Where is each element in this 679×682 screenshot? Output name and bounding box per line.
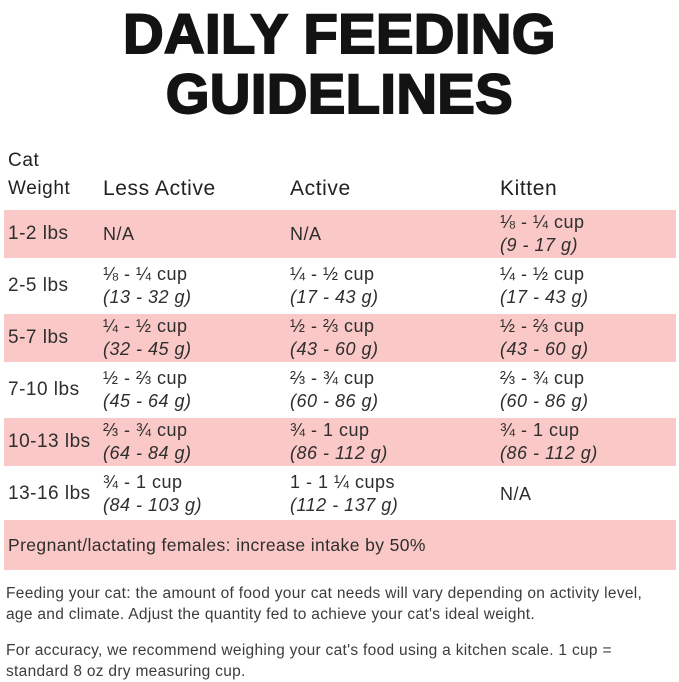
table-row-10-13-lbs: 10-13 lbs ⅔ - ¾ cup (64 - 84 g) ¾ - 1 cu… xyxy=(4,416,676,468)
kitten-cell: N/A xyxy=(500,483,532,504)
less-active-cell: ⅔ - ¾ cup (64 - 84 g) xyxy=(103,420,192,463)
weight-label: 13-16 lbs xyxy=(8,483,91,504)
table-row-13-16-lbs: 13-16 lbs ¾ - 1 cup (84 - 103 g) 1 - 1 ¼… xyxy=(4,468,676,520)
weight-label: 5-7 lbs xyxy=(8,327,69,348)
accuracy-note: For accuracy, we recommend weighing your… xyxy=(6,642,612,680)
active-cell: 1 - 1 ¼ cups (112 - 137 g) xyxy=(290,472,399,515)
pregnant-lactating-note: Pregnant/lactating females: increase int… xyxy=(4,520,676,570)
column-header-kitten: Kitten xyxy=(500,177,558,200)
page-title-line1: DAILY FEEDING xyxy=(122,2,556,65)
less-active-cell: ½ - ⅔ cup (45 - 64 g) xyxy=(103,368,192,411)
table-row-2-5-lbs: 2-5 lbs ⅛ - ¼ cup (13 - 32 g) ¼ - ½ cup … xyxy=(4,260,676,312)
active-cell: ¼ - ½ cup (17 - 43 g) xyxy=(290,264,379,307)
weight-label: 10-13 lbs xyxy=(8,431,91,452)
kitten-cell: ¾ - 1 cup (86 - 112 g) xyxy=(500,420,598,463)
table-row-1-2-lbs: 1-2 lbs N/A N/A ⅛ - ¼ cup (9 - 17 g) xyxy=(4,208,676,260)
table-header-row: Cat Weight Less Active Active Kitten xyxy=(4,146,676,208)
table-row-7-10-lbs: 7-10 lbs ½ - ⅔ cup (45 - 64 g) ⅔ - ¾ cup… xyxy=(4,364,676,416)
feeding-guidelines-table: Cat Weight Less Active Active Kitten 1-2… xyxy=(4,146,676,520)
footer-notes: Feeding your cat: the amount of food you… xyxy=(0,583,679,682)
active-cell: ⅔ - ¾ cup (60 - 86 g) xyxy=(290,368,379,411)
kitten-cell: ¼ - ½ cup (17 - 43 g) xyxy=(500,264,589,307)
less-active-cell: ¼ - ½ cup (32 - 45 g) xyxy=(103,316,192,359)
feeding-advice-note: Feeding your cat: the amount of food you… xyxy=(6,585,643,623)
page-title-line2: GUIDELINES xyxy=(165,62,514,125)
column-header-cat-weight: Cat Weight xyxy=(8,150,71,199)
kitten-cell: ⅔ - ¾ cup (60 - 86 g) xyxy=(500,368,589,411)
active-cell: ¾ - 1 cup (86 - 112 g) xyxy=(290,420,388,463)
active-cell: N/A xyxy=(290,223,322,244)
column-header-active: Active xyxy=(290,177,351,200)
kitten-cell: ⅛ - ¼ cup (9 - 17 g) xyxy=(500,212,585,255)
less-active-cell: ⅛ - ¼ cup (13 - 32 g) xyxy=(103,264,192,307)
table-row-5-7-lbs: 5-7 lbs ¼ - ½ cup (32 - 45 g) ½ - ⅔ cup … xyxy=(4,312,676,364)
weight-label: 7-10 lbs xyxy=(8,379,80,400)
kitten-cell: ½ - ⅔ cup (43 - 60 g) xyxy=(500,316,589,359)
less-active-cell: ¾ - 1 cup (84 - 103 g) xyxy=(103,472,203,515)
less-active-cell: N/A xyxy=(103,223,135,244)
weight-label: 2-5 lbs xyxy=(8,275,69,296)
active-cell: ½ - ⅔ cup (43 - 60 g) xyxy=(290,316,379,359)
page-title: DAILY FEEDING GUIDELINES xyxy=(0,2,679,125)
weight-label: 1-2 lbs xyxy=(8,223,69,244)
column-header-less-active: Less Active xyxy=(103,177,216,200)
